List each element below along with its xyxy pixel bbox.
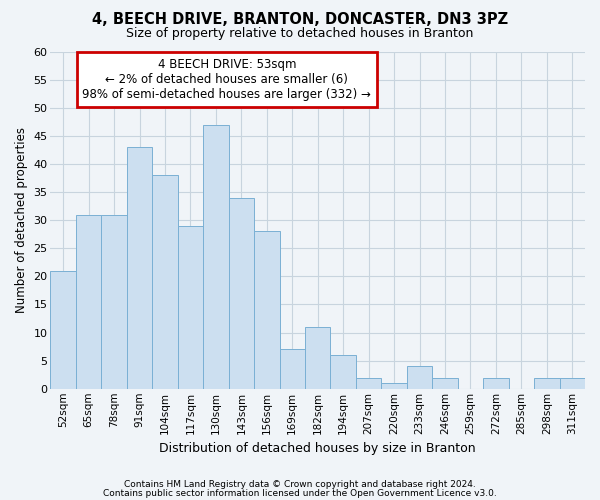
Bar: [432, 378, 458, 389]
X-axis label: Distribution of detached houses by size in Branton: Distribution of detached houses by size …: [160, 442, 476, 455]
Y-axis label: Number of detached properties: Number of detached properties: [15, 127, 28, 313]
Bar: [560, 378, 585, 389]
Bar: [152, 175, 178, 389]
Bar: [50, 270, 76, 389]
Bar: [76, 214, 101, 389]
Bar: [483, 378, 509, 389]
Bar: [127, 147, 152, 389]
Text: Contains public sector information licensed under the Open Government Licence v3: Contains public sector information licen…: [103, 489, 497, 498]
Text: Contains HM Land Registry data © Crown copyright and database right 2024.: Contains HM Land Registry data © Crown c…: [124, 480, 476, 489]
Bar: [203, 124, 229, 389]
Bar: [407, 366, 432, 389]
Bar: [229, 198, 254, 389]
Bar: [382, 383, 407, 389]
Bar: [305, 327, 331, 389]
Bar: [254, 232, 280, 389]
Text: Size of property relative to detached houses in Branton: Size of property relative to detached ho…: [127, 28, 473, 40]
Bar: [534, 378, 560, 389]
Bar: [356, 378, 382, 389]
Text: 4 BEECH DRIVE: 53sqm
← 2% of detached houses are smaller (6)
98% of semi-detache: 4 BEECH DRIVE: 53sqm ← 2% of detached ho…: [82, 58, 371, 101]
Bar: [178, 226, 203, 389]
Bar: [280, 350, 305, 389]
Bar: [331, 355, 356, 389]
Bar: [101, 214, 127, 389]
Text: 4, BEECH DRIVE, BRANTON, DONCASTER, DN3 3PZ: 4, BEECH DRIVE, BRANTON, DONCASTER, DN3 …: [92, 12, 508, 28]
